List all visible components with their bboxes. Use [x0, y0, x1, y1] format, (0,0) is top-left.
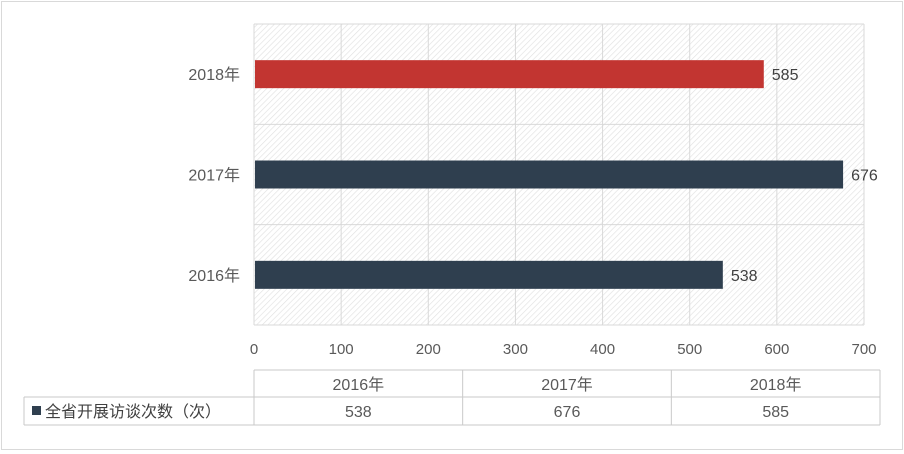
data-table: 2016年 2017年 2018年 538 676 585 全省开展访谈次数（次） — [23, 369, 881, 426]
bar — [255, 60, 764, 89]
category-label: 2018年 — [188, 66, 240, 84]
legend-key-swatch — [32, 406, 41, 415]
bar — [255, 260, 723, 289]
category-label: 2017年 — [188, 167, 240, 185]
x-tick-label: 100 — [329, 341, 354, 358]
category-label: 2016年 — [188, 267, 240, 285]
value-labels: 538 676 585 — [731, 67, 878, 285]
table-row-label: 全省开展访谈次数（次） — [45, 403, 221, 421]
table-header-cell: 2017年 — [541, 376, 593, 394]
table-value-cell: 538 — [345, 404, 372, 421]
category-labels: 2016年 2017年 2018年 — [188, 66, 240, 285]
x-tick-label: 400 — [590, 341, 615, 358]
table-header-cell: 2018年 — [750, 376, 802, 394]
x-tick-label: 500 — [677, 341, 702, 358]
bars — [255, 60, 844, 289]
x-tick-labels: 0 100 200 300 400 500 600 700 — [250, 341, 877, 358]
x-tick-label: 700 — [851, 341, 876, 358]
x-tick-label: 0 — [250, 341, 258, 358]
bar — [255, 160, 844, 189]
x-tick-label: 600 — [764, 341, 789, 358]
x-tick-label: 200 — [416, 341, 441, 358]
data-label: 585 — [772, 67, 799, 84]
x-tick-label: 300 — [503, 341, 528, 358]
table-value-cell: 585 — [762, 404, 789, 421]
data-label: 538 — [731, 268, 758, 285]
table-value-cell: 676 — [554, 404, 581, 421]
table-header-cell: 2016年 — [333, 376, 385, 394]
data-label: 676 — [851, 168, 878, 185]
